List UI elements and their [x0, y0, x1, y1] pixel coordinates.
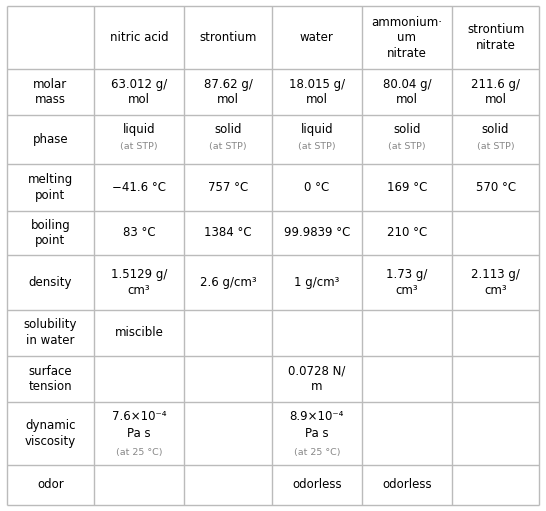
Text: 1.5129 g/
cm³: 1.5129 g/ cm³ [111, 268, 168, 296]
Text: 169 °C: 169 °C [387, 181, 427, 194]
Text: 2.6 g/cm³: 2.6 g/cm³ [200, 276, 256, 289]
Text: ammonium·
um
nitrate: ammonium· um nitrate [371, 15, 442, 60]
Text: water: water [300, 31, 334, 44]
Text: 80.04 g/
mol: 80.04 g/ mol [383, 78, 431, 106]
Text: 210 °C: 210 °C [387, 226, 427, 239]
Text: (at 25 °C): (at 25 °C) [294, 449, 340, 457]
Text: 2.113 g/
cm³: 2.113 g/ cm³ [471, 268, 520, 296]
Text: 1 g/cm³: 1 g/cm³ [294, 276, 340, 289]
Text: nitric acid: nitric acid [110, 31, 169, 44]
Text: −41.6 °C: −41.6 °C [112, 181, 166, 194]
Text: density: density [28, 276, 72, 289]
Text: 0.0728 N/
m: 0.0728 N/ m [288, 365, 346, 393]
Text: 1.73 g/
cm³: 1.73 g/ cm³ [386, 268, 428, 296]
Text: 211.6 g/
mol: 211.6 g/ mol [471, 78, 520, 106]
Text: surface
tension: surface tension [28, 365, 72, 393]
Text: solid: solid [393, 123, 420, 136]
Text: solubility
in water: solubility in water [23, 318, 77, 347]
Text: (at STP): (at STP) [209, 142, 247, 151]
Text: odorless: odorless [382, 478, 432, 492]
Text: (at STP): (at STP) [298, 142, 336, 151]
Text: boiling
point: boiling point [31, 219, 70, 247]
Text: (at STP): (at STP) [477, 142, 514, 151]
Text: 8.9×10⁻⁴: 8.9×10⁻⁴ [289, 410, 344, 423]
Text: liquid: liquid [123, 123, 156, 136]
Text: solid: solid [214, 123, 242, 136]
Text: odorless: odorless [292, 478, 342, 492]
Text: miscible: miscible [115, 326, 164, 339]
Text: Pa s: Pa s [305, 427, 329, 440]
Text: Pa s: Pa s [127, 427, 151, 440]
Text: molar
mass: molar mass [33, 78, 68, 106]
Text: 18.015 g/
mol: 18.015 g/ mol [289, 78, 345, 106]
Text: strontium: strontium [199, 31, 257, 44]
Text: 1384 °C: 1384 °C [204, 226, 252, 239]
Text: 63.012 g/
mol: 63.012 g/ mol [111, 78, 167, 106]
Text: (at STP): (at STP) [388, 142, 426, 151]
Text: (at 25 °C): (at 25 °C) [116, 449, 162, 457]
Text: 570 °C: 570 °C [476, 181, 515, 194]
Text: melting
point: melting point [28, 173, 73, 202]
Text: 7.6×10⁻⁴: 7.6×10⁻⁴ [112, 410, 167, 423]
Text: 0 °C: 0 °C [304, 181, 329, 194]
Text: odor: odor [37, 478, 64, 492]
Text: phase: phase [33, 133, 68, 146]
Text: dynamic
viscosity: dynamic viscosity [25, 420, 76, 448]
Text: 757 °C: 757 °C [208, 181, 248, 194]
Text: solid: solid [482, 123, 509, 136]
Text: 83 °C: 83 °C [123, 226, 156, 239]
Text: liquid: liquid [300, 123, 333, 136]
Text: strontium
nitrate: strontium nitrate [467, 24, 524, 52]
Text: (at STP): (at STP) [120, 142, 158, 151]
Text: 87.62 g/
mol: 87.62 g/ mol [204, 78, 252, 106]
Text: 99.9839 °C: 99.9839 °C [283, 226, 350, 239]
